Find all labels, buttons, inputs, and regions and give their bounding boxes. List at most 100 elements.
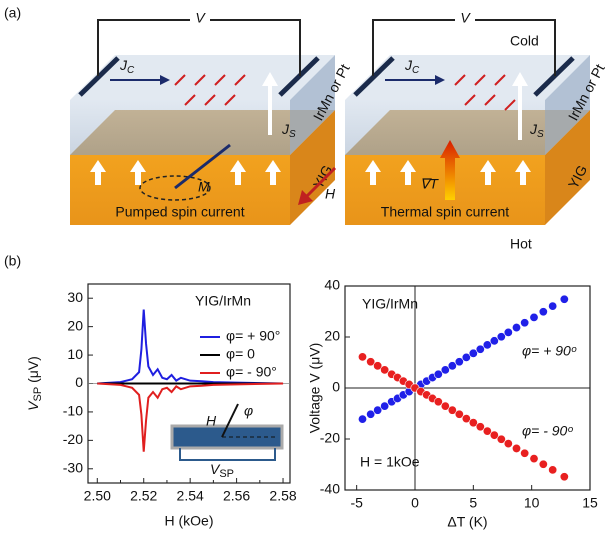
device-right: V Cold JC JS ∇T Thermal spin current Hot… [345, 10, 605, 252]
metal-side [545, 55, 590, 155]
point [433, 397, 443, 407]
point [482, 340, 492, 350]
point [496, 434, 506, 444]
point [520, 318, 530, 328]
point [366, 409, 376, 419]
inset-voltage-sub: SP [219, 468, 234, 480]
x-tick-label: 2.50 [84, 488, 111, 504]
point [475, 344, 485, 354]
metal-front [70, 100, 290, 155]
point [503, 439, 513, 449]
gradient-arrow [440, 140, 460, 200]
electrode [353, 56, 395, 97]
metal-front [345, 100, 545, 155]
point [548, 465, 558, 475]
field-note: H = 1kOe [360, 454, 420, 470]
wire-gap [455, 10, 475, 30]
electrode [533, 56, 575, 97]
point [520, 448, 530, 458]
hot: Hot [510, 236, 532, 252]
arrowhead [160, 75, 170, 85]
point [538, 459, 548, 469]
legend-label: φ= + 90° [226, 328, 280, 344]
y-tick-label: -30 [63, 459, 83, 475]
x-tick-label: 15 [582, 495, 598, 511]
y-tick-label: 0 [332, 379, 340, 395]
point [496, 332, 506, 342]
point [548, 301, 558, 311]
x-tick-label: 10 [524, 495, 540, 511]
y-tick-label: -20 [63, 431, 83, 447]
jc-sub: C [412, 65, 420, 76]
x-tick-label: 2.58 [269, 488, 296, 504]
x-tick-label: 2.56 [223, 488, 250, 504]
inset-wire [179, 448, 276, 461]
magnetization: M [198, 179, 210, 195]
point [380, 401, 390, 411]
inset-angle-label: φ [244, 403, 253, 419]
inset-field [221, 403, 239, 438]
y-label-main: V [25, 400, 41, 411]
point [440, 401, 450, 411]
yig-front [70, 155, 290, 225]
point [503, 327, 513, 337]
point [357, 414, 367, 424]
point [529, 454, 539, 464]
y-tick-label: -20 [320, 430, 340, 446]
y-tick-label: 20 [67, 317, 83, 333]
point [468, 348, 478, 358]
point [373, 361, 383, 371]
point [440, 365, 450, 375]
point [475, 422, 485, 432]
metal-top [345, 55, 590, 100]
point [489, 430, 499, 440]
wire-gap [190, 10, 210, 30]
js-main: J [281, 121, 290, 137]
js-sub: S [537, 129, 544, 140]
point [538, 307, 548, 317]
metal-side [290, 55, 335, 155]
series-line [97, 309, 284, 385]
legend-label: φ= 0 [226, 346, 255, 362]
inset-voltage: VSP [210, 461, 234, 480]
point [559, 472, 569, 482]
spins [454, 74, 516, 111]
caption: Pumped spin current [115, 204, 244, 220]
annotation: YIG/IrMn [362, 296, 418, 312]
precession [139, 175, 211, 201]
panel-label: (a) [4, 5, 21, 21]
jc: JC [119, 57, 135, 76]
js-sub: S [289, 129, 296, 140]
point [468, 418, 478, 428]
yig-arrows [365, 160, 531, 185]
y-label-sub: SP [32, 387, 44, 402]
inset-voltage-main: V [210, 461, 221, 477]
x-tick-label: 2.52 [130, 488, 157, 504]
arrowhead [262, 72, 278, 86]
y-tick-label: 20 [324, 328, 340, 344]
yig-side [545, 110, 590, 225]
arrowhead [298, 190, 313, 205]
field-arrow [303, 166, 337, 200]
electrode [278, 56, 320, 97]
point [482, 426, 492, 436]
jc-main: J [119, 57, 128, 73]
point [489, 336, 499, 346]
gradient: ∇T [420, 176, 439, 192]
voltage: V [195, 10, 206, 26]
js: JS [281, 121, 296, 140]
y-tick-label: 0 [75, 374, 83, 390]
series-line [97, 382, 284, 452]
point [511, 323, 521, 333]
js-main: J [529, 121, 538, 137]
point [433, 369, 443, 379]
point [529, 312, 539, 322]
point [559, 294, 569, 304]
jc: JC [404, 57, 420, 76]
annotation: YIG/IrMn [195, 293, 251, 309]
caption: Thermal spin current [381, 204, 509, 220]
point [454, 409, 464, 419]
y-tick-label: -40 [320, 481, 340, 497]
